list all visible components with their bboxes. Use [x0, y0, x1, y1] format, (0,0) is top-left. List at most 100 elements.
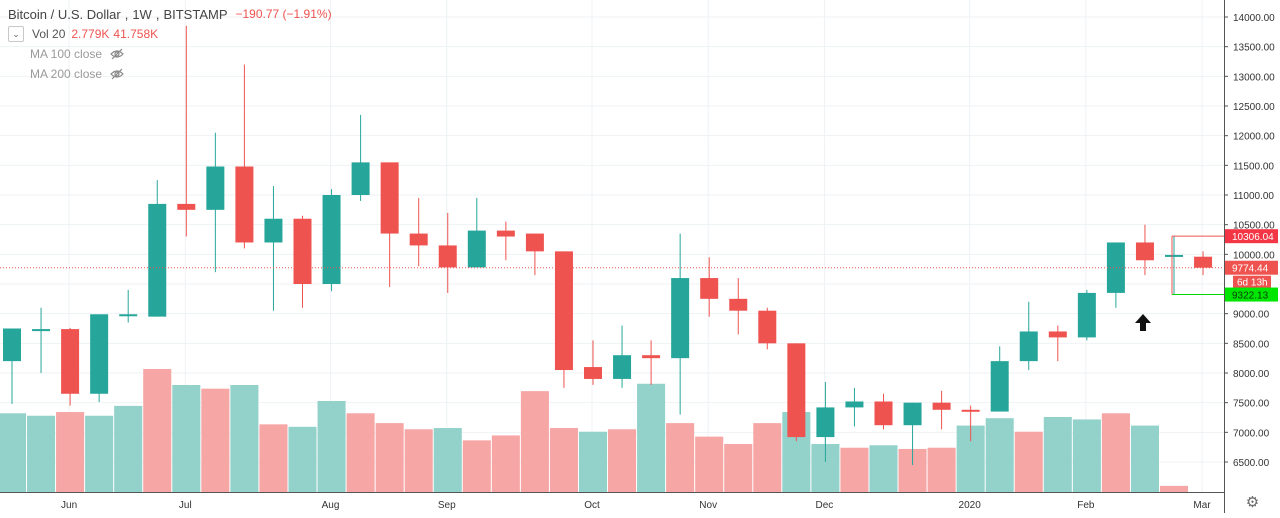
volume-bar — [201, 388, 230, 492]
volume-bar — [404, 429, 433, 492]
candle-body[interactable] — [758, 310, 777, 344]
price-axis-label: 6500.00 — [1233, 458, 1270, 469]
volume-bar — [985, 418, 1014, 492]
volume-bar — [346, 413, 375, 492]
price-axis-label: 10500.00 — [1233, 221, 1275, 232]
candle-body[interactable] — [351, 162, 370, 195]
ma100-label[interactable]: MA 100 close — [30, 47, 103, 61]
candle-body[interactable] — [177, 203, 196, 210]
candle-body[interactable] — [32, 329, 51, 332]
candle-body[interactable] — [90, 314, 109, 394]
candle-body[interactable] — [874, 401, 893, 426]
high-price-label: 10306.04 — [1232, 232, 1274, 243]
volume-bar — [56, 412, 85, 492]
candle-body[interactable] — [845, 401, 864, 408]
countdown-badge — [1233, 275, 1271, 289]
price-axis-label: 11000.00 — [1233, 191, 1274, 202]
candle-body[interactable] — [554, 251, 573, 371]
candle-body[interactable] — [3, 328, 21, 362]
candle-body[interactable] — [438, 245, 457, 268]
interval-label: 1W — [132, 6, 152, 22]
candle-body[interactable] — [1165, 254, 1183, 257]
ma200-label[interactable]: MA 200 close — [30, 67, 103, 81]
candle-body[interactable] — [903, 402, 922, 426]
candle-body[interactable] — [409, 233, 428, 246]
eye-hidden-icon[interactable] — [110, 67, 124, 81]
volume-bar — [143, 369, 172, 492]
time-axis-label: Sep — [438, 500, 456, 511]
volume-bar — [869, 445, 898, 492]
volume-value: 2.779K — [71, 27, 110, 41]
price-axis-label: 12000.00 — [1233, 132, 1275, 143]
candle-body[interactable] — [148, 203, 167, 317]
candle-body[interactable] — [671, 278, 690, 359]
candle-body[interactable] — [961, 409, 980, 412]
time-axis-label: Nov — [699, 500, 717, 511]
volume-ma-value: 41.758K — [113, 27, 159, 41]
ma100-row: MA 100 close — [8, 44, 332, 64]
candle-body[interactable] — [1019, 331, 1038, 362]
time-axis-label: Dec — [816, 500, 834, 511]
gear-icon: ⚙ — [1245, 494, 1260, 511]
exchange-label: BITSTAMP — [163, 6, 228, 22]
candle-body[interactable] — [729, 298, 748, 311]
volume-bar — [927, 447, 956, 492]
candle-body[interactable] — [525, 233, 544, 252]
volume-bar — [1130, 425, 1159, 492]
candle-body[interactable] — [932, 402, 951, 410]
time-axis[interactable] — [0, 492, 1224, 513]
chart-settings-button[interactable]: ⚙ — [1225, 491, 1280, 513]
legend-title-row: Bitcoin / U.S. Dollar, 1W, BITSTAMP −190.7… — [8, 4, 332, 24]
candle-body[interactable] — [1106, 242, 1125, 293]
volume-bar — [0, 413, 27, 492]
high-price-badge — [1225, 229, 1278, 244]
volume-bar — [1014, 431, 1043, 492]
volume-bar — [375, 423, 404, 492]
candle-body[interactable] — [206, 166, 225, 210]
candle-body[interactable] — [61, 329, 80, 394]
price-axis-label: 12500.00 — [1233, 102, 1275, 113]
countdown-label: 6d 13h — [1237, 278, 1268, 289]
volume-bar — [1043, 416, 1072, 492]
volume-bar — [549, 428, 578, 492]
price-axis-label: 8000.00 — [1233, 369, 1270, 380]
candle-body[interactable] — [700, 278, 719, 299]
volume-bar — [753, 423, 782, 492]
time-axis-label: 2020 — [959, 500, 982, 511]
candle-body[interactable] — [293, 218, 312, 284]
candle-body[interactable] — [816, 407, 835, 438]
price-axis[interactable] — [1224, 0, 1280, 513]
candle-body[interactable] — [467, 230, 486, 268]
candle-body[interactable] — [1048, 331, 1067, 338]
candle-body[interactable] — [787, 343, 806, 438]
candle-body[interactable] — [584, 367, 602, 379]
candle-body[interactable] — [990, 361, 1009, 412]
eye-hidden-icon[interactable] — [110, 47, 124, 61]
candle-body[interactable] — [235, 166, 254, 243]
time-axis-label: Feb — [1077, 500, 1095, 511]
candle-body[interactable] — [642, 355, 661, 359]
collapse-indicators-button[interactable]: ⌄ — [8, 26, 24, 42]
volume-bar — [259, 424, 288, 492]
candle-body[interactable] — [380, 162, 399, 234]
price-axis-label: 8500.00 — [1233, 339, 1270, 350]
candle-body[interactable] — [322, 195, 341, 284]
volume-bar — [1159, 485, 1189, 492]
candle-body[interactable] — [1194, 256, 1213, 268]
candle-body[interactable] — [119, 314, 138, 317]
candle-body[interactable] — [264, 218, 283, 243]
candle-body[interactable] — [1077, 292, 1096, 338]
volume-label[interactable]: Vol 20 — [32, 27, 66, 41]
symbol-name: Bitcoin / U.S. Dollar — [8, 6, 121, 22]
volume-bar — [491, 435, 520, 492]
volume-bar — [578, 431, 608, 492]
candle-body[interactable] — [496, 230, 515, 237]
candle-body[interactable] — [1135, 242, 1154, 261]
price-axis-label: 13000.00 — [1233, 72, 1275, 83]
chart-legend: Bitcoin / U.S. Dollar, 1W, BITSTAMP −190.7… — [8, 4, 332, 84]
symbol-title[interactable]: Bitcoin / U.S. Dollar, 1W, BITSTAMP — [8, 6, 228, 22]
candle-body[interactable] — [613, 355, 632, 379]
volume-bar — [27, 415, 56, 492]
